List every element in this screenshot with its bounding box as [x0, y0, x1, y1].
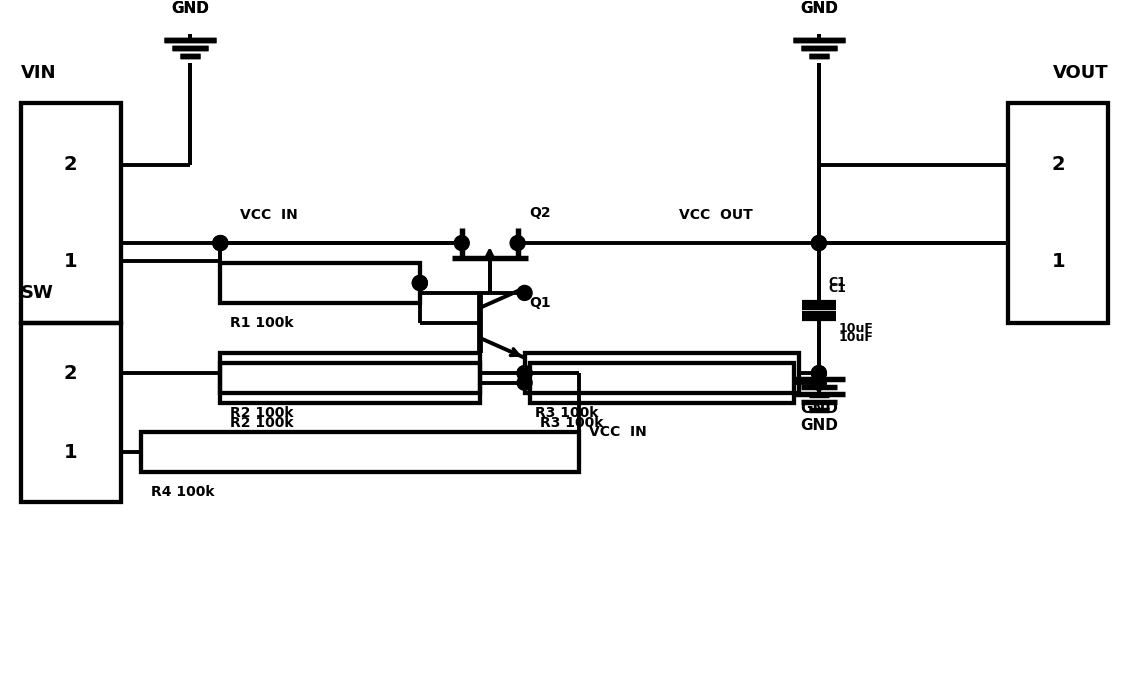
- Circle shape: [517, 366, 532, 381]
- Bar: [140, 432, 579, 472]
- Text: 2: 2: [1051, 155, 1065, 175]
- Text: 2: 2: [64, 364, 78, 383]
- Text: 2: 2: [64, 155, 78, 175]
- Circle shape: [454, 235, 470, 250]
- Text: VIN: VIN: [20, 65, 56, 83]
- Bar: [20, 104, 121, 323]
- Text: GND: GND: [800, 1, 838, 16]
- Text: SW: SW: [20, 284, 54, 302]
- Bar: [1008, 104, 1109, 323]
- Text: Q2: Q2: [530, 206, 551, 220]
- Bar: [20, 323, 121, 503]
- Text: R2 100k: R2 100k: [230, 415, 294, 430]
- Text: VOUT: VOUT: [1052, 65, 1109, 83]
- Circle shape: [213, 235, 228, 250]
- Circle shape: [812, 366, 826, 381]
- Text: GND: GND: [172, 1, 209, 16]
- Text: C1: C1: [829, 282, 847, 295]
- Text: VCC  IN: VCC IN: [589, 425, 647, 439]
- Text: VCC  OUT: VCC OUT: [680, 208, 753, 222]
- Text: VCC  IN: VCC IN: [240, 208, 298, 222]
- Bar: [220, 353, 480, 393]
- Text: GND: GND: [800, 1, 838, 16]
- Text: GND: GND: [800, 418, 838, 433]
- Text: R4 100k: R4 100k: [150, 485, 215, 499]
- Circle shape: [812, 235, 826, 250]
- Circle shape: [812, 375, 826, 390]
- Text: Q1: Q1: [530, 296, 551, 310]
- Bar: [220, 363, 480, 402]
- Circle shape: [517, 375, 532, 390]
- Text: C1: C1: [829, 276, 847, 289]
- Text: 1: 1: [64, 252, 78, 271]
- Text: R3 100k: R3 100k: [540, 415, 603, 430]
- Text: GND: GND: [800, 400, 838, 415]
- Text: R2 100k: R2 100k: [230, 406, 294, 420]
- Text: GND: GND: [172, 1, 209, 16]
- Bar: [525, 353, 799, 393]
- Circle shape: [517, 286, 532, 301]
- Circle shape: [510, 235, 525, 250]
- Text: 10uF: 10uF: [839, 321, 874, 335]
- Text: R3 100k: R3 100k: [534, 406, 598, 420]
- Bar: [530, 363, 794, 402]
- Text: R1 100k: R1 100k: [230, 316, 294, 330]
- Circle shape: [213, 235, 228, 250]
- Bar: [220, 263, 420, 303]
- Circle shape: [517, 366, 532, 381]
- Circle shape: [812, 235, 826, 250]
- Text: 10uF: 10uF: [839, 331, 874, 344]
- Circle shape: [412, 276, 428, 291]
- Circle shape: [412, 276, 428, 291]
- Text: 1: 1: [1051, 252, 1065, 271]
- Circle shape: [812, 366, 826, 381]
- Text: 1: 1: [64, 443, 78, 462]
